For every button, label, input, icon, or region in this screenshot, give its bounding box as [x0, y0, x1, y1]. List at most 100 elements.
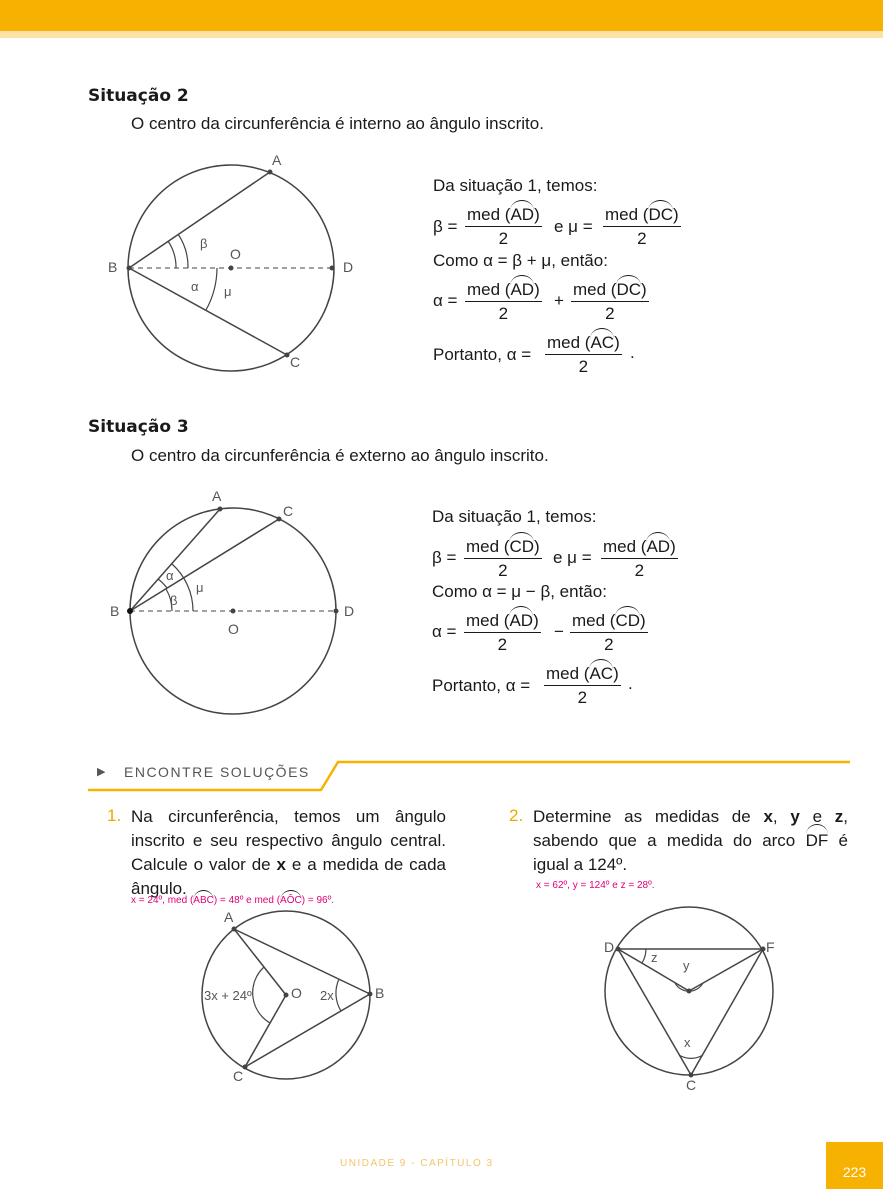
situation-2-intro: O centro da circunferência é interno ao … — [131, 114, 544, 133]
chord-ba — [128, 171, 271, 269]
period: . — [630, 343, 635, 362]
beta-fraction: med (AD) 2 — [465, 200, 542, 248]
label-a: A — [212, 488, 222, 504]
label-b: B — [110, 603, 119, 619]
situation-2-line2: Como α = β + μ, então: — [433, 251, 608, 270]
chord-bc — [129, 518, 280, 612]
radius-od — [617, 948, 690, 992]
exercise-2-text: Determine as medidas de x, y e z, sabend… — [533, 807, 849, 874]
alpha-fraction-2: med (DC) 2 — [571, 275, 649, 323]
exercise-2-diagram: D F C z y x — [604, 906, 775, 1093]
portanto-text: Portanto, α = — [432, 676, 531, 695]
point-a — [217, 506, 223, 512]
header-bar — [0, 0, 883, 31]
exercise-1-answer: x = 24º, med (ABC) = 48º e med (AÔC) = 9… — [131, 890, 334, 906]
situation-3-intro: O centro da circunferência é externo ao … — [131, 446, 549, 465]
play-icon: ▶ — [97, 766, 106, 778]
minus-sign: − — [554, 622, 564, 641]
exercise-2-answer: x = 62º, y = 124º e z = 28º. — [536, 880, 655, 891]
beta-arc — [177, 233, 189, 269]
point-a — [231, 926, 237, 932]
exercise-2-number: 2. — [509, 806, 524, 825]
beta-lhs: β = — [433, 217, 458, 236]
arc-ac: AC — [589, 659, 614, 683]
x-angle-arc — [678, 1054, 704, 1059]
label-mu: μ — [196, 580, 204, 595]
alpha-lhs: α = — [433, 291, 458, 310]
point-o — [228, 265, 234, 271]
point-f — [760, 946, 766, 952]
chord-fc — [690, 948, 764, 1076]
label-d: D — [604, 939, 614, 955]
z-angle-arc — [641, 948, 647, 964]
result-fraction: med (AC) 2 — [545, 328, 622, 376]
chord-ab — [233, 928, 371, 995]
page-number: 223 — [842, 1164, 867, 1180]
point-d — [333, 608, 339, 614]
chord-dc — [617, 948, 692, 1076]
arc-ad: AD — [510, 200, 535, 224]
situation-3-heading: Situação 3 — [88, 417, 189, 437]
situation-2-line1: Da situação 1, temos: — [433, 176, 598, 195]
point-b — [367, 991, 373, 997]
situation-2-heading: Situação 2 — [88, 86, 189, 106]
e-mu: e μ = — [553, 548, 592, 567]
label-f: F — [766, 939, 775, 955]
chord-bc — [128, 267, 288, 356]
banner-line — [88, 760, 850, 792]
arc-ac: AC — [590, 328, 615, 352]
arc-dc: DC — [648, 200, 674, 224]
point-d — [329, 265, 335, 271]
point-c — [284, 352, 290, 358]
label-mu: μ — [224, 284, 232, 299]
label-a: A — [272, 152, 282, 168]
alpha-arc — [157, 578, 168, 589]
mu-fraction: med (DC) 2 — [603, 200, 681, 248]
arc-df: DF — [805, 824, 828, 853]
point-o — [686, 988, 692, 994]
point-o — [230, 608, 236, 614]
arc-ad: AD — [509, 606, 534, 630]
section-title: ENCONTRE SOLUÇÕES — [124, 764, 310, 780]
label-o: O — [230, 246, 241, 262]
point-c — [688, 1072, 694, 1078]
page-number-box: 223 — [826, 1142, 883, 1189]
beta-arc-inner — [167, 240, 177, 269]
arc-cd: CD — [615, 606, 641, 630]
label-x: x — [684, 1035, 691, 1050]
point-a — [267, 169, 273, 175]
mu-fraction: med (AD) 2 — [601, 532, 678, 580]
arc-dc: DC — [616, 275, 642, 299]
point-b — [126, 265, 132, 271]
arc-ad: AD — [510, 275, 535, 299]
plus-sign: + — [554, 291, 564, 310]
section-banner — [88, 760, 850, 792]
label-y: y — [683, 958, 690, 973]
alpha-fraction-2: med (CD) 2 — [570, 606, 648, 654]
arc-ad: AD — [646, 532, 671, 556]
alpha-fraction-1: med (AD) 2 — [464, 606, 541, 654]
label-b: B — [375, 985, 384, 1001]
point-o — [283, 992, 289, 998]
point-b — [127, 608, 133, 614]
portanto-text: Portanto, α = — [433, 345, 532, 364]
chord-bc — [244, 993, 371, 1068]
inscribed-angle-arc — [335, 978, 342, 1012]
label-a: A — [224, 909, 234, 925]
label-alpha: α — [191, 279, 199, 294]
chord-ba — [129, 508, 221, 612]
footer-label: UNIDADE 9 - CAPÍTULO 3 — [340, 1158, 494, 1169]
beta-fraction: med (CD) 2 — [464, 532, 542, 580]
exercise-1-diagram: A B C O 3x + 24º 2x — [201, 909, 384, 1084]
point-c — [276, 516, 282, 522]
alpha-fraction-1: med (AD) 2 — [465, 275, 542, 323]
header-bar-shadow — [0, 31, 883, 38]
label-z: z — [651, 950, 658, 965]
exercise-1-text: Na circunferência, temos um ângulo inscr… — [131, 807, 446, 898]
label-b: B — [108, 259, 117, 275]
label-d: D — [343, 259, 353, 275]
label-inscribed-angle: 2x — [320, 988, 334, 1003]
mu-arc — [171, 563, 194, 612]
central-angle-arc — [252, 966, 271, 1024]
label-beta: β — [200, 236, 207, 251]
